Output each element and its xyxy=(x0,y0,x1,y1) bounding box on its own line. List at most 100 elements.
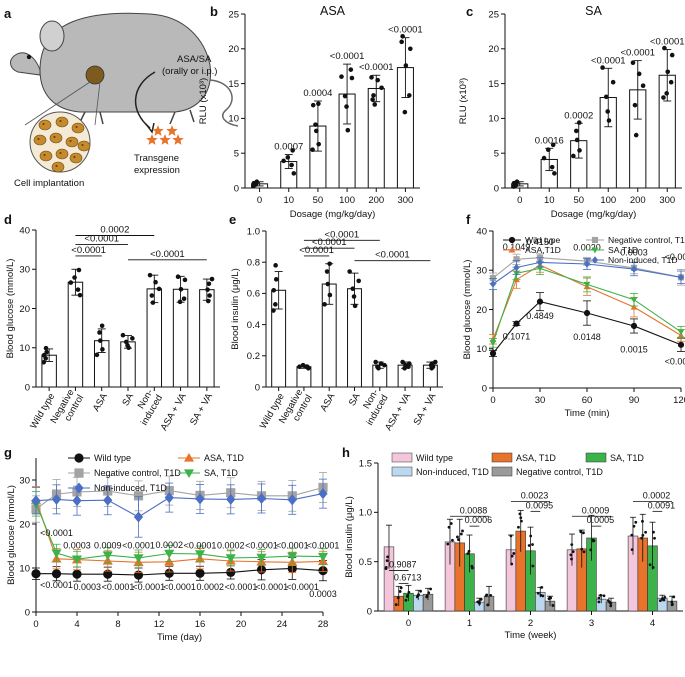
data-point xyxy=(636,71,642,77)
data-point xyxy=(322,302,327,307)
data-point xyxy=(603,94,609,100)
legend-marker xyxy=(74,453,84,463)
data-point xyxy=(489,340,497,347)
data-point xyxy=(517,525,520,529)
data-point xyxy=(610,79,616,85)
data-point xyxy=(459,532,463,536)
data-point xyxy=(120,332,126,338)
data-point xyxy=(630,322,638,330)
p-value-label: <0.0001 xyxy=(359,62,394,73)
comparison-p-value: 0.6713 xyxy=(394,572,422,582)
y-axis-label: Blood glucose (mmol/L) xyxy=(6,485,17,585)
x-tick-label: 200 xyxy=(630,195,646,206)
implanted-cells xyxy=(33,116,91,173)
x-tick-label: 0 xyxy=(257,195,262,206)
series-line xyxy=(35,500,324,563)
transgene-star xyxy=(159,134,171,145)
y-tick-label: 0.2 xyxy=(247,351,260,362)
implant-label: Cell implantation xyxy=(14,178,84,189)
data-point xyxy=(313,128,319,134)
data-point xyxy=(375,364,380,370)
p-value-label: <0.0001 xyxy=(650,36,685,47)
data-point xyxy=(318,488,328,500)
p-value-label: 0.0016 xyxy=(535,135,564,146)
data-point xyxy=(394,603,398,607)
data-point xyxy=(608,600,612,604)
data-point xyxy=(456,535,459,539)
legend-swatch xyxy=(491,466,513,477)
cell-nucleus xyxy=(75,126,78,128)
y-tick-label: 20 xyxy=(19,304,30,315)
legend-marker xyxy=(508,236,516,244)
comparison-p-value: 0.0091 xyxy=(648,500,676,510)
bar xyxy=(199,289,215,388)
legend-marker xyxy=(183,452,195,462)
p-value-annotation: 0.0002 xyxy=(155,540,183,550)
cell-nucleus xyxy=(43,154,46,156)
data-point xyxy=(205,298,211,304)
p-value-label: <0.0001 xyxy=(330,51,365,62)
cell-mark xyxy=(71,122,85,134)
data-point xyxy=(178,286,184,292)
series-3 xyxy=(30,491,329,568)
y-axis-label: RLU (x10³) xyxy=(198,78,209,124)
panel-letter: d xyxy=(4,212,12,227)
x-tick-label: 100 xyxy=(600,195,616,206)
data-point xyxy=(385,559,389,563)
data-point xyxy=(479,598,483,601)
series-line xyxy=(35,493,324,518)
comparison-p-value: 0.0002 xyxy=(643,490,671,500)
cell-nucleus xyxy=(69,140,72,142)
data-point xyxy=(379,85,384,91)
data-point xyxy=(71,555,83,565)
y-tick-label: 10 xyxy=(476,344,487,355)
x-tick-label: 20 xyxy=(236,619,247,630)
data-point xyxy=(68,280,74,285)
series-line xyxy=(492,300,682,354)
data-point xyxy=(147,272,153,278)
transgene-star xyxy=(172,134,184,145)
p-value-annotation: 0.0002 xyxy=(217,541,245,551)
data-point xyxy=(671,602,674,606)
x-tick-label: 0 xyxy=(490,395,495,406)
data-point xyxy=(531,543,534,546)
data-point xyxy=(605,109,610,114)
x-tick-label: ASA xyxy=(318,391,337,414)
data-point xyxy=(670,600,674,604)
data-point xyxy=(404,598,408,602)
comparison-p-value: <0.0001 xyxy=(299,245,334,256)
data-point xyxy=(156,286,162,292)
data-point xyxy=(577,148,582,153)
transgene-star xyxy=(152,125,164,136)
x-tick-label: Non-induced xyxy=(355,388,391,428)
data-point xyxy=(510,554,514,558)
data-point xyxy=(327,292,333,298)
p-value-annotation: <0.0001 xyxy=(184,541,217,551)
x-axis-label: Time (min) xyxy=(564,408,609,419)
p-value-annotation: 0.0003 xyxy=(63,541,91,551)
data-point xyxy=(256,553,267,563)
data-point xyxy=(195,568,205,578)
data-point xyxy=(429,587,433,591)
series-line xyxy=(492,267,682,344)
data-point xyxy=(451,538,454,542)
data-point xyxy=(597,600,601,604)
y-axis-label: Blood insulin (μg/L) xyxy=(344,496,355,578)
comparison-p-value: <0.0001 xyxy=(312,237,347,248)
chart-f: 0 10 20 30 40 Blood glucose (mmol/L) f 0 30 60 90 1… xyxy=(462,212,685,419)
data-point xyxy=(182,277,188,283)
data-point xyxy=(305,364,310,370)
legend-marker xyxy=(183,469,195,479)
data-point xyxy=(519,516,523,520)
legend-label: ASA, T1D xyxy=(516,453,556,463)
data-point xyxy=(527,544,531,547)
data-point xyxy=(205,287,210,292)
x-tick-label: 0 xyxy=(517,195,522,206)
data-point xyxy=(664,91,669,96)
data-point xyxy=(545,147,551,153)
x-tick-label: 24 xyxy=(277,619,288,630)
panel-letter: g xyxy=(4,445,12,460)
cell-mark xyxy=(77,140,91,152)
data-point xyxy=(316,101,321,107)
data-point xyxy=(290,148,295,153)
